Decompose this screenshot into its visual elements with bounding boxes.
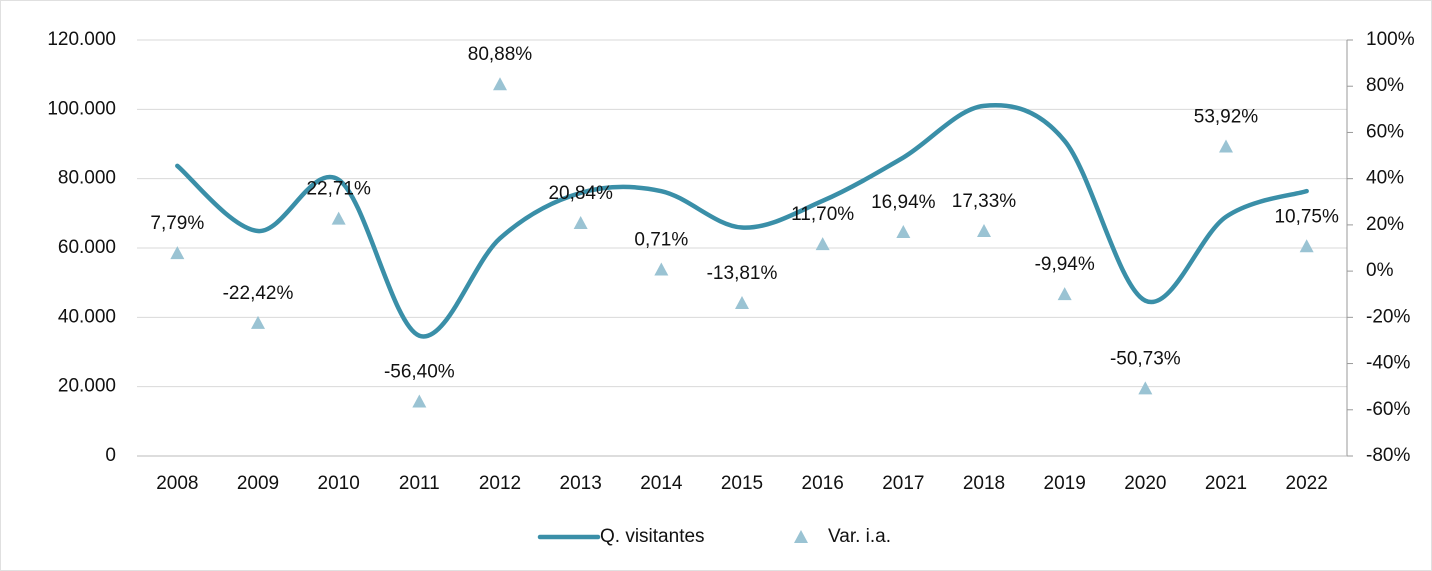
data-label: -22,42% — [223, 283, 294, 304]
x-tick-label: 2017 — [882, 473, 924, 494]
marker — [1219, 139, 1233, 153]
x-tick-label: 2008 — [156, 473, 198, 494]
y-tick-label: 80.000 — [58, 168, 116, 189]
data-label: 80,88% — [468, 44, 533, 65]
y2-tick-label: 100% — [1366, 29, 1415, 50]
marker — [896, 224, 911, 238]
x-tick-label: 2014 — [640, 473, 683, 494]
x-tick-label: 2022 — [1286, 473, 1328, 494]
marker — [493, 77, 507, 91]
marker — [977, 224, 991, 238]
x-tick-label: 2021 — [1205, 473, 1247, 494]
data-label: 7,79% — [150, 213, 204, 234]
marker — [331, 211, 346, 225]
data-label: -9,94% — [1035, 254, 1095, 275]
x-tick-label: 2020 — [1124, 473, 1166, 494]
x-tick-label: 2012 — [479, 473, 521, 494]
y2-tick-label: 60% — [1366, 121, 1404, 142]
marker — [412, 394, 427, 408]
marker — [815, 237, 830, 251]
data-label: 20,84% — [548, 183, 613, 204]
marker — [170, 246, 185, 260]
x-tick-label: 2016 — [802, 473, 844, 494]
marker — [573, 215, 588, 229]
x-tick-label: 2011 — [399, 473, 440, 494]
x-tick-label: 2009 — [237, 473, 279, 494]
x-tick-label: 2013 — [560, 473, 602, 494]
marker — [1057, 287, 1072, 301]
y-tick-label: 60.000 — [58, 237, 116, 258]
x-tick-label: 2010 — [318, 473, 360, 494]
line — [175, 103, 1309, 339]
x-tick-label: 2019 — [1044, 473, 1086, 494]
y-tick-label: 100.000 — [47, 98, 116, 119]
y-tick-label: 40.000 — [58, 306, 116, 327]
y2-tick-label: 20% — [1366, 214, 1404, 235]
y2-tick-label: 80% — [1366, 75, 1404, 96]
y2-tick-label: 0% — [1366, 260, 1394, 281]
marker — [1299, 239, 1314, 253]
data-label: -56,40% — [384, 361, 455, 382]
marker — [251, 315, 265, 329]
y-tick-label: 0 — [105, 445, 116, 466]
marker — [1138, 381, 1153, 395]
data-label: 53,92% — [1194, 107, 1259, 128]
y-tick-label: 20.000 — [58, 376, 116, 397]
data-label: 10,75% — [1274, 206, 1339, 227]
legend-marker — [794, 530, 808, 543]
data-label: -50,73% — [1110, 348, 1181, 369]
marker — [735, 296, 749, 310]
data-label: 11,70% — [791, 204, 854, 225]
data-label: 17,33% — [952, 191, 1017, 212]
marker — [654, 262, 669, 276]
data-label: -13,81% — [707, 263, 778, 284]
y2-tick-label: -60% — [1366, 399, 1410, 420]
y-tick-label: 120.000 — [47, 29, 116, 50]
y2-tick-label: -40% — [1366, 353, 1410, 374]
y2-tick-label: -80% — [1366, 445, 1410, 466]
x-tick-label: 2018 — [963, 473, 1005, 494]
data-label: 16,94% — [871, 192, 936, 213]
x-tick-label: 2015 — [721, 473, 763, 494]
data-label: 22,71% — [306, 179, 371, 200]
legend-label: Var. i.a. — [828, 526, 891, 547]
y2-tick-label: 40% — [1366, 168, 1404, 189]
legend-label: Q. visitantes — [600, 526, 705, 547]
y2-tick-label: -20% — [1366, 306, 1410, 327]
data-label: 0,71% — [634, 229, 688, 250]
